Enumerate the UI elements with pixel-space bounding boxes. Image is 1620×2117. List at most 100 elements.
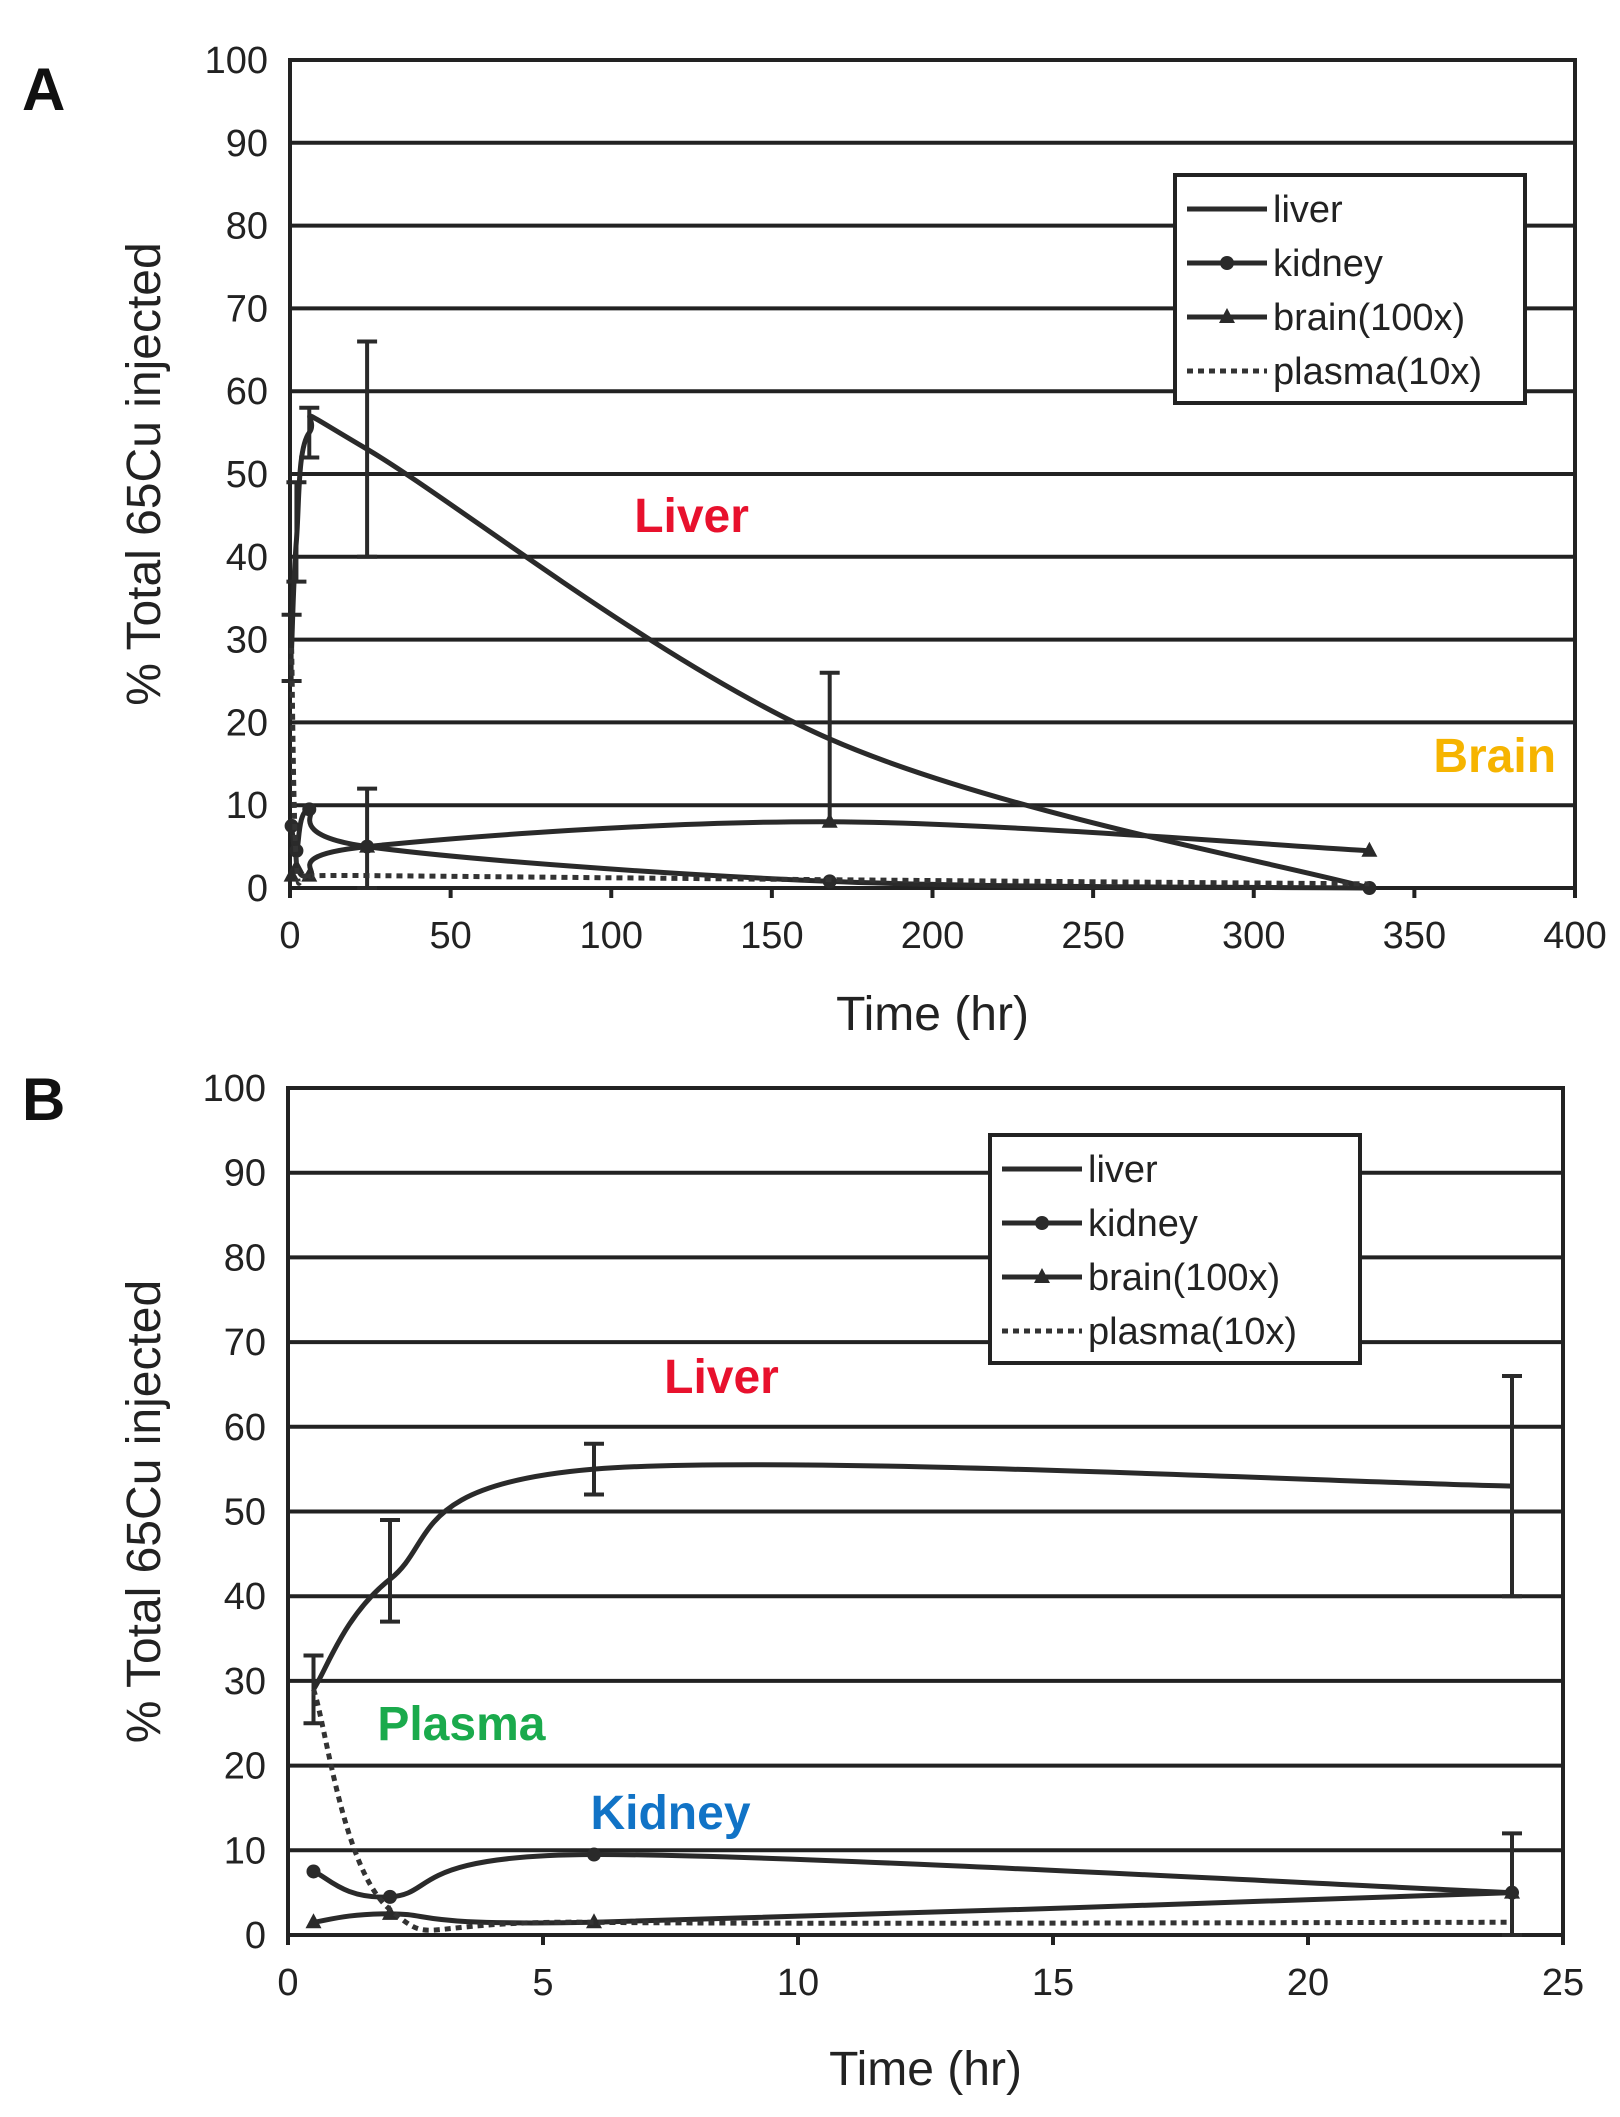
annotation-plasma: Plasma [377, 1698, 545, 1751]
error-bar-liver [357, 339, 378, 559]
y-axis-title: % Total 65Cu injected [118, 1280, 171, 1743]
y-tick-label: 30 [224, 1661, 266, 1703]
chart-panel-b: B 0 10 20 30 40 50 60 70 80 90 100 0 5 10 15 20 25 Live… [22, 1066, 1584, 2096]
marker-kidney [306, 1864, 321, 1879]
legend-box [1173, 173, 1527, 405]
error-bar-liver [819, 670, 840, 824]
y-tick-label: 20 [226, 702, 268, 744]
y-tick-label: 40 [226, 537, 268, 579]
marker-brain-100x [288, 858, 305, 874]
x-tick-label: 0 [277, 1962, 298, 2004]
y-tick-label: 60 [224, 1407, 266, 1449]
grid-lines [288, 1086, 1563, 1937]
x-tick-label: 15 [1032, 1962, 1074, 2004]
panel-letter-a: A [22, 56, 65, 123]
marker-brain-100x [821, 812, 838, 828]
chart-panel-a: A 0 10 20 30 40 50 60 70 80 90 100 0 50 100 150 200 250… [22, 40, 1607, 1041]
error-bar-liver [286, 480, 307, 584]
x-tick-label: 300 [1222, 915, 1285, 957]
y-tick-label: 80 [226, 206, 268, 248]
legend-marker [1220, 256, 1234, 270]
y-tick-labels: 0 10 20 30 40 50 60 70 80 90 100 [203, 1068, 266, 1957]
error-bar-liver [1502, 1373, 1522, 1599]
legend-box [988, 1133, 1362, 1365]
legend-label: liver [1273, 189, 1343, 231]
y-tick-label: 10 [226, 785, 268, 827]
error-bar-liver [380, 1517, 400, 1624]
y-tick-label: 90 [224, 1153, 266, 1195]
y-tick-label: 50 [226, 454, 268, 496]
series-line-plasma-10x [289, 647, 1370, 887]
y-tick-label: 100 [203, 1068, 266, 1110]
x-tick-label: 250 [1061, 915, 1124, 957]
error-bar-brain-100x [1502, 1831, 1522, 1937]
series-layer [281, 339, 1378, 895]
series-line-kidney [312, 1852, 1513, 1900]
x-tick-label: 10 [777, 1962, 819, 2004]
y-tick-label: 30 [226, 620, 268, 662]
marker-kidney [587, 1847, 601, 1862]
legend-marker [1034, 1268, 1050, 1283]
x-axis-title: Time (hr) [836, 988, 1029, 1041]
panel-letter-b: B [22, 1066, 65, 1133]
legend-label: brain(100x) [1088, 1257, 1280, 1299]
x-tick-label: 25 [1542, 1962, 1584, 2004]
annotation-kidney: Kidney [590, 1787, 750, 1840]
y-tick-label: 50 [224, 1492, 266, 1534]
legend-label: kidney [1273, 243, 1383, 285]
series-line-liver [311, 1462, 1513, 1691]
x-tick-label: 5 [532, 1962, 553, 2004]
x-tick-label: 20 [1287, 1962, 1329, 2004]
x-tick-label: 50 [429, 915, 471, 957]
annotations: Liver Brain [634, 490, 1556, 783]
annotation-liver: Liver [634, 490, 749, 543]
x-tick-label: 350 [1383, 915, 1446, 957]
legend-marker [1219, 308, 1235, 323]
marker-brain-100x [305, 1913, 322, 1929]
x-tick-label: 0 [279, 915, 300, 957]
y-tick-label: 90 [226, 123, 268, 165]
x-tick-labels: 0 5 10 15 20 25 [277, 1935, 1584, 2004]
y-tick-label: 100 [205, 40, 268, 82]
y-tick-label: 0 [245, 1915, 266, 1957]
error-bar-brain-100x [357, 786, 378, 890]
y-tick-label: 40 [224, 1576, 266, 1618]
x-tick-label: 150 [740, 915, 803, 957]
x-axis-title: Time (hr) [829, 2043, 1022, 2096]
annotation-liver: Liver [664, 1351, 779, 1404]
legend-label: kidney [1088, 1203, 1198, 1245]
series-line-plasma-10x [311, 1688, 1513, 1933]
y-tick-label: 70 [226, 288, 268, 330]
x-tick-label: 200 [901, 915, 964, 957]
legend-label: plasma(10x) [1088, 1311, 1297, 1353]
series-layer [303, 1373, 1522, 1937]
error-bar-liver [584, 1441, 604, 1497]
y-tick-label: 70 [224, 1322, 266, 1364]
x-tick-label: 400 [1543, 915, 1606, 957]
legend: liver kidney brain(100x) plasma(10x) [988, 1133, 1362, 1365]
annotation-brain: Brain [1433, 730, 1556, 783]
marker-brain-100x [283, 866, 300, 882]
legend: liver kidney brain(100x) plasma(10x) [1173, 173, 1527, 405]
x-tick-label: 100 [580, 915, 643, 957]
annotations: Liver Plasma Kidney [377, 1351, 779, 1840]
y-tick-label: 10 [224, 1830, 266, 1872]
marker-kidney [302, 802, 317, 817]
y-axis-title: % Total 65Cu injected [118, 242, 171, 705]
legend-marker [1035, 1216, 1049, 1230]
series-line-kidney [289, 806, 1370, 891]
marker-brain-100x [1361, 841, 1378, 857]
y-tick-label: 0 [247, 868, 268, 910]
marker-kidney [383, 1889, 397, 1904]
error-bar-liver [299, 405, 320, 460]
legend-label: brain(100x) [1273, 297, 1465, 339]
y-tick-label: 60 [226, 371, 268, 413]
x-tick-labels: 0 50 100 150 200 250 300 350 400 [279, 888, 1607, 957]
y-tick-labels: 0 10 20 30 40 50 60 70 80 90 100 [205, 40, 268, 910]
y-tick-label: 80 [224, 1237, 266, 1279]
legend-label: liver [1088, 1149, 1158, 1191]
series-line-brain-100x [313, 1890, 1513, 1926]
y-tick-label: 20 [224, 1746, 266, 1788]
plot-frame [286, 1086, 1565, 1937]
